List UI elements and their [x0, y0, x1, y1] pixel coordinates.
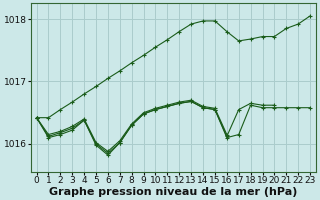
X-axis label: Graphe pression niveau de la mer (hPa): Graphe pression niveau de la mer (hPa) — [49, 187, 298, 197]
